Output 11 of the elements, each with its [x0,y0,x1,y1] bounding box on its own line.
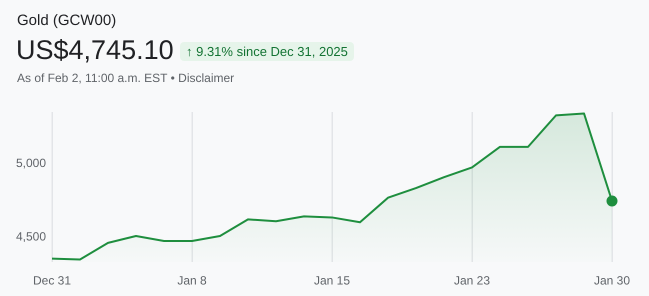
chart-title: Gold (GCW00) [17,12,116,29]
x-tick-label: Jan 30 [594,274,630,288]
x-tick-label: Jan 23 [454,274,490,288]
x-tick-label: Jan 15 [314,274,350,288]
y-tick-label: 5,000 [16,156,46,170]
chart-subtitle: US$4,745.10 [16,35,174,66]
x-tick-label: Jan 8 [177,274,207,288]
text: ↑ 9.31% since Dec 31, 2025 [180,42,354,61]
x-tick-label: Dec 31 [32,274,72,288]
y-tick-label: 4,500 [16,229,46,244]
text: As of Feb 2, 11:00 a.m. EST • Disclaimer [17,71,234,85]
